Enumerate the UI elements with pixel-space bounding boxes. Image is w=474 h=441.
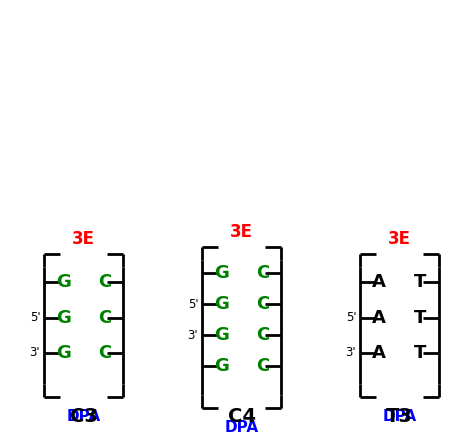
Text: G: G <box>56 273 71 291</box>
Text: T: T <box>414 309 427 326</box>
Text: C: C <box>255 265 269 282</box>
Text: G: G <box>214 326 228 344</box>
Text: T3: T3 <box>386 407 413 426</box>
Text: 3': 3' <box>346 346 356 359</box>
Text: T: T <box>414 344 427 362</box>
Text: C3: C3 <box>70 407 98 426</box>
Text: C: C <box>98 344 111 362</box>
Text: 5': 5' <box>30 311 40 324</box>
Text: DPA: DPA <box>225 420 259 435</box>
Text: 3E: 3E <box>388 230 411 248</box>
Text: A: A <box>372 309 386 326</box>
Text: A: A <box>372 273 386 291</box>
Text: C: C <box>255 295 269 313</box>
Text: T: T <box>414 273 427 291</box>
Text: DPA: DPA <box>67 409 101 424</box>
Text: 5': 5' <box>188 298 198 311</box>
Text: G: G <box>214 265 228 282</box>
Text: C: C <box>255 357 269 375</box>
Text: G: G <box>56 344 71 362</box>
Text: C: C <box>98 273 111 291</box>
Text: 3E: 3E <box>72 230 95 248</box>
Text: G: G <box>214 295 228 313</box>
Text: G: G <box>214 357 228 375</box>
Text: DPA: DPA <box>383 409 417 424</box>
Text: C: C <box>255 326 269 344</box>
Text: 3': 3' <box>30 346 40 359</box>
Text: C: C <box>98 309 111 326</box>
Text: 3': 3' <box>188 329 198 342</box>
Text: A: A <box>372 344 386 362</box>
Text: C4: C4 <box>228 407 256 426</box>
Text: 5': 5' <box>346 311 356 324</box>
Text: G: G <box>56 309 71 326</box>
Text: 3E: 3E <box>230 224 253 242</box>
